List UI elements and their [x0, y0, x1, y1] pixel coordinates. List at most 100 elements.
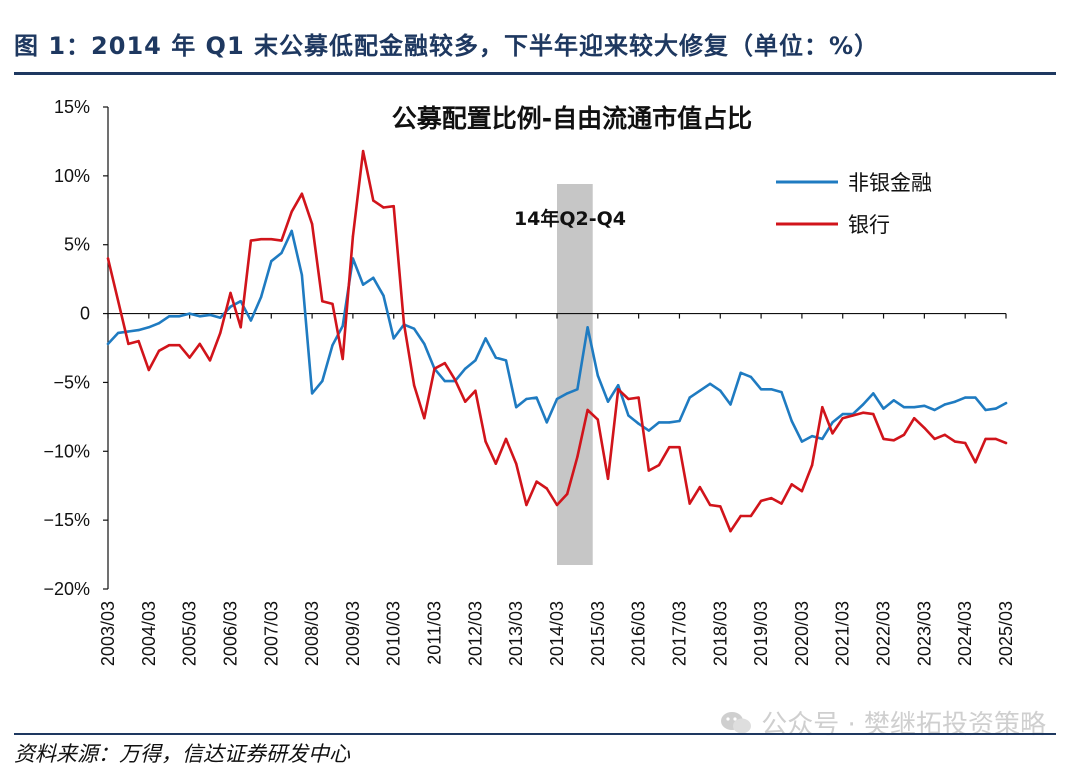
- data-point: [933, 408, 936, 412]
- data-point: [964, 441, 967, 445]
- y-tick-label: 5%: [64, 235, 90, 255]
- data-point: [310, 392, 314, 395]
- data-point: [351, 235, 355, 238]
- data-point: [137, 328, 140, 332]
- data-point: [382, 206, 385, 209]
- data-point: [617, 388, 620, 391]
- data-point: [270, 238, 273, 241]
- x-tick-label: 2010/03: [384, 601, 404, 666]
- x-tick-label: 2008/03: [302, 601, 322, 666]
- data-point: [678, 419, 681, 423]
- data-point: [586, 326, 589, 329]
- data-point: [851, 414, 855, 417]
- data-point: [698, 389, 702, 392]
- x-tick-label: 2004/03: [139, 601, 159, 666]
- data-point: [300, 273, 304, 277]
- data-point: [555, 397, 559, 401]
- legend-label-nonbank: 非银金融: [848, 171, 932, 195]
- data-point: [453, 378, 457, 381]
- data-point: [596, 418, 599, 421]
- data-point: [821, 406, 824, 409]
- data-point: [270, 260, 273, 263]
- data-point: [984, 408, 987, 412]
- data-point: [198, 315, 201, 318]
- data-point: [800, 490, 804, 493]
- data-point: [259, 238, 263, 241]
- data-point: [882, 437, 885, 441]
- data-point: [515, 406, 518, 409]
- x-tick-label: 2012/03: [465, 601, 485, 666]
- data-point: [300, 192, 304, 195]
- data-point: [423, 342, 426, 346]
- data-point: [902, 406, 906, 409]
- y-tick-label: −5%: [53, 372, 90, 392]
- x-tick-label: 2006/03: [220, 601, 240, 666]
- data-point: [310, 222, 314, 226]
- data-point: [494, 462, 497, 465]
- data-point: [484, 337, 487, 340]
- data-point: [994, 407, 997, 410]
- data-point: [974, 396, 977, 399]
- x-tick-label: 2018/03: [710, 601, 730, 666]
- data-point: [392, 205, 395, 208]
- data-point: [117, 331, 120, 335]
- data-point: [443, 379, 446, 383]
- data-point: [412, 327, 416, 330]
- data-point: [474, 389, 477, 392]
- data-point: [566, 392, 569, 395]
- data-point: [555, 503, 559, 507]
- data-point: [525, 503, 528, 507]
- data-point: [208, 313, 212, 317]
- chart-title: 公募配置比例-自由流通市值占比: [392, 104, 752, 133]
- data-point: [749, 514, 753, 518]
- data-point: [637, 422, 640, 425]
- data-point: [280, 239, 283, 242]
- x-tick-label: 2013/03: [506, 601, 526, 666]
- y-tick-label: 10%: [54, 166, 90, 186]
- data-point: [290, 229, 293, 233]
- source-note: 资料来源：万得，信达证券研发中心: [14, 742, 350, 766]
- data-point: [127, 330, 130, 333]
- data-point: [106, 342, 110, 346]
- data-point: [759, 499, 763, 503]
- data-point: [780, 390, 783, 394]
- legend-label-bank: 银行: [848, 213, 890, 237]
- line-chart: 15% 10% 5% 0 −5% −10% −15% −20% 2003/03 2004/03 20…: [43, 97, 1016, 666]
- data-point: [627, 397, 630, 401]
- data-point: [678, 446, 681, 449]
- data-point: [341, 324, 344, 328]
- data-point: [198, 342, 201, 346]
- data-point: [708, 382, 712, 385]
- data-point: [923, 404, 926, 407]
- data-point: [280, 251, 283, 255]
- data-point: [474, 359, 477, 362]
- data-point: [229, 291, 232, 295]
- data-point: [321, 379, 324, 383]
- series-layer: [106, 149, 1008, 533]
- data-point: [749, 375, 753, 379]
- data-point: [841, 412, 844, 416]
- data-point: [943, 433, 946, 436]
- data-point: [168, 315, 171, 318]
- data-point: [372, 276, 375, 279]
- data-point: [484, 440, 487, 443]
- data-point: [157, 322, 161, 325]
- data-point: [810, 434, 814, 438]
- y-tick-label: 0: [80, 304, 90, 324]
- x-tick-label: 2014/03: [547, 601, 567, 666]
- data-point: [168, 344, 171, 347]
- data-point: [504, 359, 508, 362]
- data-point: [861, 403, 865, 406]
- data-point: [239, 300, 242, 303]
- wechat-icon: [721, 711, 752, 733]
- data-point: [800, 440, 804, 443]
- data-point: [657, 463, 661, 467]
- data-point: [719, 389, 722, 392]
- y-tick-label: 15%: [54, 97, 90, 117]
- data-point: [525, 397, 528, 401]
- legend: 非银金融 银行: [776, 171, 932, 237]
- data-point: [617, 384, 620, 387]
- data-point: [953, 400, 957, 403]
- data-point: [831, 432, 834, 435]
- data-point: [188, 356, 191, 359]
